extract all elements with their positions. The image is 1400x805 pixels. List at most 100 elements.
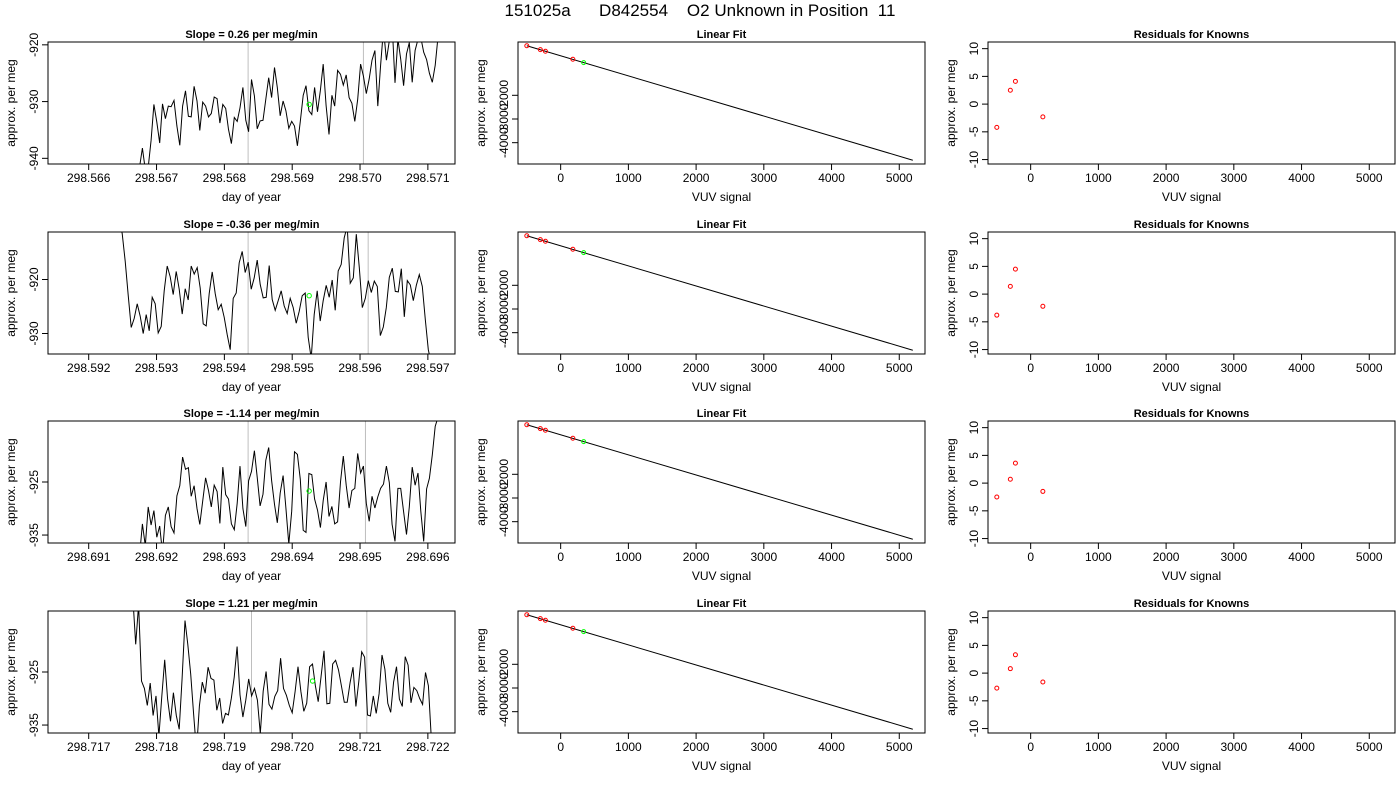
x-tick-label: 2000 [1153, 171, 1180, 185]
x-tick-label: 298.696 [406, 550, 450, 564]
x-tick-label: 1000 [615, 171, 642, 185]
x-tick-label: 298.692 [135, 550, 179, 564]
residual-point [1012, 78, 1018, 84]
plot-frame [987, 41, 1396, 165]
panel-4-3: Residuals for Knowns VUV signal approx. pe… [944, 598, 1396, 773]
series-line [121, 232, 430, 354]
y-tick-label: -4000 [497, 696, 511, 727]
fit-line [526, 235, 913, 351]
x-tick-label: 298.722 [406, 740, 450, 754]
x-tick-label: 298.694 [271, 550, 315, 564]
x-tick-label: 3000 [1220, 361, 1247, 375]
known-point [570, 625, 576, 631]
plot-frame [47, 41, 456, 165]
y-tick-label: 10 [967, 42, 981, 56]
x-tick-label: 2000 [1153, 550, 1180, 564]
x-axis-label: VUV signal [692, 569, 751, 583]
known-point [542, 427, 548, 433]
x-tick-label: 2000 [683, 361, 710, 375]
panel-2-1: Slope = -0.36 per meg/min day of year appr… [4, 219, 456, 394]
y-axis-label: approx. per meg [474, 628, 488, 715]
known-point [542, 48, 548, 54]
x-tick-label: 298.695 [338, 550, 382, 564]
panel-title: Slope = -1.14 per meg/min [183, 408, 319, 420]
y-tick-label: -4000 [497, 317, 511, 348]
panel-3-2: Linear Fit VUV signal approx. per meg 0 1000… [474, 408, 926, 583]
y-axis-label: approx. per meg [474, 59, 488, 146]
panel-3-1: Slope = -1.14 per meg/min day of year appr… [4, 408, 456, 583]
x-tick-label: 1000 [1085, 171, 1112, 185]
y-axis-label: approx. per meg [4, 628, 18, 715]
y-tick-label: -3000 [497, 482, 511, 513]
plot-frame [517, 420, 926, 544]
unknown-point [581, 250, 587, 256]
y-tick-label: 0 [967, 669, 981, 676]
x-tick-label: 4000 [818, 740, 845, 754]
x-tick-label: 5000 [886, 550, 913, 564]
unknown-point [581, 629, 587, 635]
x-tick-label: 3000 [1220, 550, 1247, 564]
x-tick-label: 4000 [1288, 361, 1315, 375]
x-tick-label: 298.596 [338, 361, 382, 375]
y-tick-label: -2000 [497, 80, 511, 111]
x-tick-label: 1000 [1085, 550, 1112, 564]
x-tick-label: 0 [1027, 740, 1034, 754]
x-axis-label: VUV signal [1162, 190, 1221, 204]
x-tick-label: 298.592 [67, 361, 111, 375]
y-tick-label: -5 [967, 695, 981, 706]
x-tick-label: 0 [557, 171, 564, 185]
y-tick-label: 0 [967, 100, 981, 107]
plot-area [524, 233, 913, 351]
y-axis-label: approx. per meg [4, 249, 18, 336]
panel-title: Residuals for Knowns [1134, 219, 1250, 231]
panel-title: Linear Fit [697, 408, 747, 420]
plot-area [524, 612, 913, 730]
y-tick-label: -10 [967, 530, 981, 548]
plot-frame [517, 610, 926, 734]
x-tick-label: 298.595 [271, 361, 315, 375]
x-axis-label: VUV signal [1162, 380, 1221, 394]
panel-title: Linear Fit [697, 29, 747, 41]
residual-point [1012, 460, 1018, 466]
x-tick-label: 4000 [818, 361, 845, 375]
y-tick-label: 5 [967, 452, 981, 459]
plot-frame [987, 420, 1396, 544]
y-tick-label: -5 [967, 126, 981, 137]
residual-point [994, 312, 1000, 318]
y-tick-label: -925 [27, 470, 41, 494]
known-point [570, 435, 576, 441]
fit-line [526, 614, 913, 730]
y-tick-label: -4000 [497, 506, 511, 537]
plot-area [133, 611, 432, 733]
y-tick-label: -2000 [497, 270, 511, 301]
x-tick-label: 0 [1027, 550, 1034, 564]
y-tick-label: 5 [967, 263, 981, 270]
plot-area [994, 460, 1046, 500]
x-tick-label: 5000 [1356, 171, 1383, 185]
plot-frame [47, 231, 456, 355]
x-tick-label: 298.719 [203, 740, 247, 754]
x-tick-label: 5000 [886, 740, 913, 754]
plot-area [139, 42, 438, 164]
x-tick-label: 2000 [683, 740, 710, 754]
y-tick-label: -10 [967, 151, 981, 169]
plot-area [994, 652, 1046, 691]
x-axis-label: VUV signal [692, 190, 751, 204]
page-title: 151025a D842554 O2 Unknown in Position 1… [504, 1, 896, 20]
y-tick-label: -3000 [497, 672, 511, 703]
x-tick-label: 4000 [818, 171, 845, 185]
residual-point [1040, 488, 1046, 494]
y-tick-label: -5 [967, 316, 981, 327]
known-point [542, 617, 548, 623]
x-tick-label: 1000 [1085, 740, 1112, 754]
x-axis-label: day of year [222, 380, 281, 394]
panel-1-3: Residuals for Knowns VUV signal approx. pe… [944, 29, 1396, 204]
y-tick-label: 0 [967, 479, 981, 486]
y-tick-label: -4000 [497, 127, 511, 158]
y-tick-label: 5 [967, 73, 981, 80]
x-axis-label: day of year [222, 759, 281, 773]
x-tick-label: 3000 [750, 361, 777, 375]
panel-title: Residuals for Knowns [1134, 598, 1250, 610]
